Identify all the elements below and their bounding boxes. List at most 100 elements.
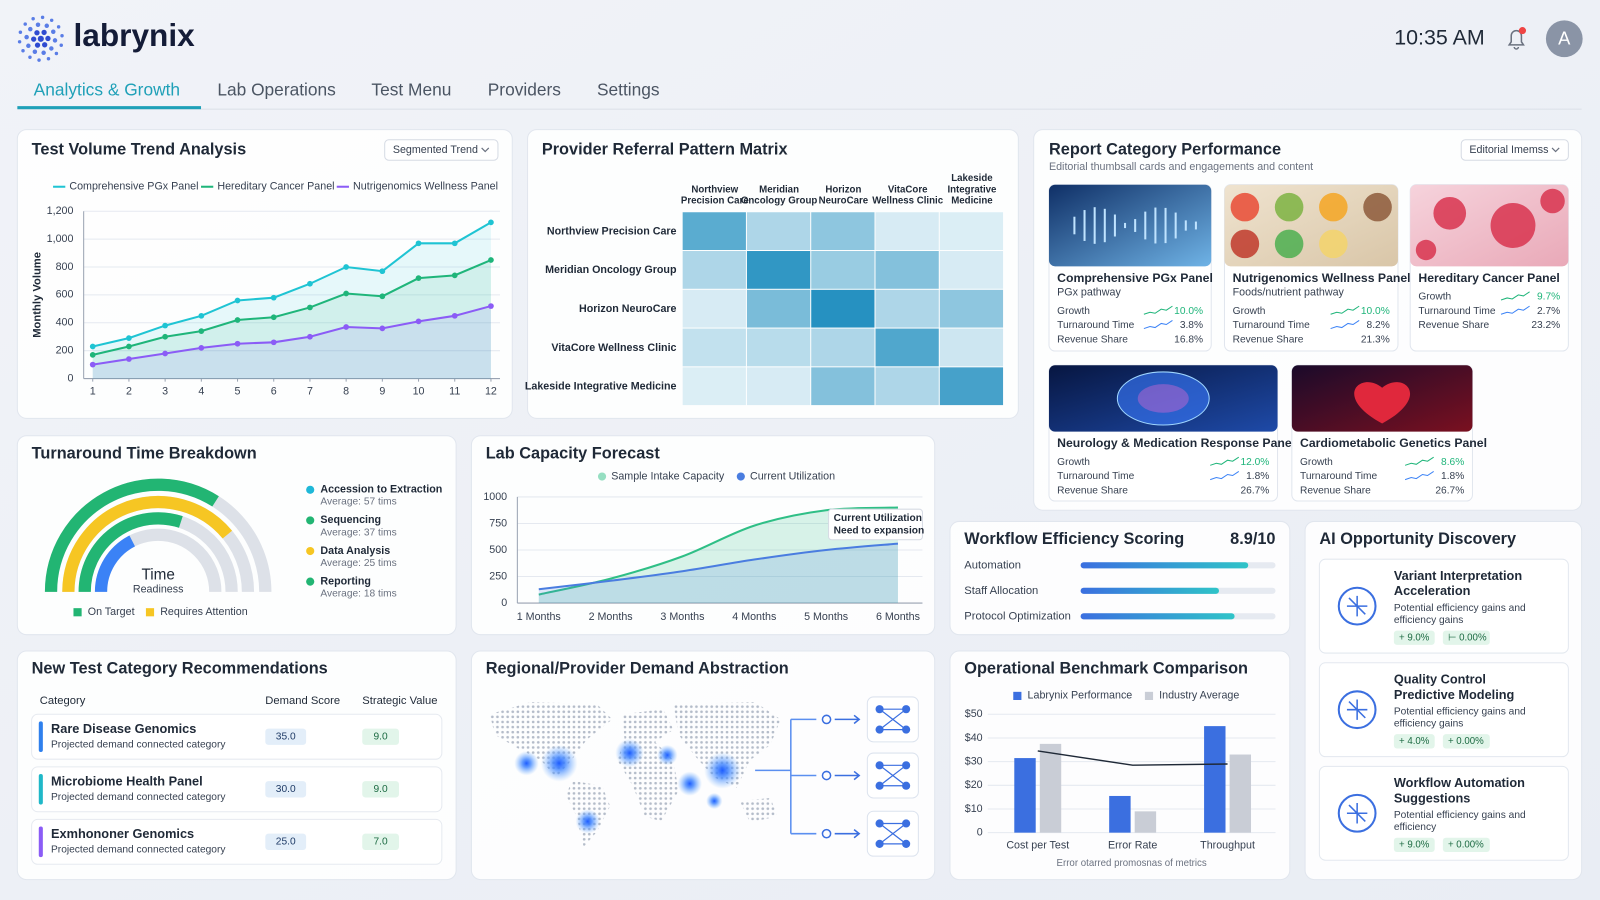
point xyxy=(126,356,132,362)
chip xyxy=(1393,837,1435,853)
logo-dot xyxy=(28,55,32,59)
dropdown-label: Segmented Trend xyxy=(393,144,478,156)
bar xyxy=(1134,811,1157,833)
logo-text: labrynix xyxy=(73,17,195,53)
bar xyxy=(1014,758,1036,833)
legend-swatch xyxy=(597,472,607,481)
logo-dot xyxy=(54,51,59,56)
point xyxy=(415,275,422,282)
metric-value: 23.2% xyxy=(1531,320,1560,331)
point xyxy=(270,294,277,301)
logo-dot xyxy=(18,30,23,35)
demand-hotspot xyxy=(615,738,644,768)
legend-label: Requires Attention xyxy=(160,606,248,618)
x-tick-label: 2 Months xyxy=(589,611,633,623)
chip-label: ⊢ 0.00% xyxy=(1448,632,1487,643)
metric-value: 1.8% xyxy=(1441,471,1464,482)
heatmap-cell xyxy=(811,367,875,406)
metric-label: Revenue Share xyxy=(1418,320,1489,331)
legend-dot xyxy=(306,485,315,494)
image-detail xyxy=(1116,371,1210,426)
card-icon xyxy=(1346,699,1368,720)
metric-value: 8.2% xyxy=(1367,320,1390,331)
chevron xyxy=(481,147,490,153)
annotation-box xyxy=(828,508,923,541)
node-links xyxy=(879,822,907,845)
point xyxy=(198,312,205,319)
image-detail xyxy=(1415,239,1437,261)
strategic-value: 9.0 xyxy=(374,784,388,795)
chip xyxy=(265,728,307,745)
card-desc: Potential efficiency gains and xyxy=(1394,810,1526,821)
logo-dot xyxy=(46,57,51,61)
chip xyxy=(362,781,399,798)
heatmap-cell xyxy=(939,251,1004,289)
connector-node xyxy=(821,828,832,839)
legend-dot xyxy=(306,577,315,586)
metric-label: Growth xyxy=(1057,457,1090,468)
connector xyxy=(755,718,817,835)
heatmap-cell xyxy=(682,328,746,367)
column-label: Meridian xyxy=(759,184,799,195)
card-subtitle: Foods/nutrient pathway xyxy=(1233,287,1345,299)
chip-label: + 0.00% xyxy=(1448,839,1484,850)
connector-node xyxy=(821,770,832,781)
metric-value: 3.8% xyxy=(1180,320,1203,331)
heatmap-cell xyxy=(746,289,811,328)
nav-tab[interactable]: Analytics & Growth xyxy=(34,79,180,99)
row-label: Horizon NeuroCare xyxy=(579,303,677,315)
chip xyxy=(1393,630,1435,645)
heatmap-cell xyxy=(939,212,1004,250)
point xyxy=(270,314,277,321)
card[interactable] xyxy=(1318,662,1569,758)
dropdown xyxy=(1460,139,1569,161)
x-tick-label: 4 xyxy=(198,386,204,398)
row-label: VitaCore Wellness Clinic xyxy=(551,342,676,354)
x-tick-label: 8 xyxy=(343,386,349,398)
point xyxy=(343,324,349,330)
bar xyxy=(1204,726,1226,833)
heatmap-cell xyxy=(939,328,1004,367)
x-tick-label: Cost per Test xyxy=(1006,840,1069,852)
heatmap-cell xyxy=(875,328,939,367)
card[interactable] xyxy=(1318,558,1569,654)
metric-value: 12.0% xyxy=(1240,457,1269,468)
metric-label: Growth xyxy=(1233,306,1266,317)
legend-detail: Average: 18 tims xyxy=(320,589,396,600)
logo-dot xyxy=(17,40,22,44)
metric-label: Revenue Share xyxy=(1057,334,1128,345)
card[interactable] xyxy=(1318,765,1569,861)
image-detail xyxy=(1354,382,1411,424)
logo-dot xyxy=(59,43,63,47)
heatmap-cell xyxy=(875,251,939,289)
nav-tab[interactable]: Lab Operations xyxy=(217,79,336,99)
bar-label: Staff Allocation xyxy=(964,585,1038,597)
nav-tab[interactable]: Providers xyxy=(488,79,562,99)
legend-swatch xyxy=(736,472,745,481)
avatar[interactable] xyxy=(1545,20,1583,58)
logo-dot xyxy=(21,48,25,53)
card-subtitle: PGx pathway xyxy=(1057,287,1121,299)
logo-dot xyxy=(34,42,41,48)
table-header: Demand Score xyxy=(265,695,340,707)
nav-tab[interactable]: Test Menu xyxy=(371,79,451,99)
bell-icon[interactable] xyxy=(1507,29,1525,50)
point xyxy=(89,352,96,358)
demand-hotspot xyxy=(540,744,578,782)
bar-label: Automation xyxy=(964,559,1021,571)
metric-label: Revenue Share xyxy=(1233,334,1304,345)
panel-title: Test Volume Trend Analysis xyxy=(32,140,247,158)
point xyxy=(307,304,313,311)
nav-tab[interactable]: Settings xyxy=(597,79,660,99)
legend-label: Industry Average xyxy=(1159,690,1239,702)
card-desc: efficiency gains xyxy=(1394,719,1463,730)
chip xyxy=(362,833,399,850)
sparkline xyxy=(1404,471,1434,481)
bar-label: Protocol Optimization xyxy=(964,610,1071,622)
logo-dot xyxy=(31,17,35,21)
panel-title: AI Opportunity Discovery xyxy=(1319,530,1516,548)
y-tick-label: 400 xyxy=(56,317,74,329)
bar xyxy=(1080,587,1219,594)
line xyxy=(92,221,492,348)
point xyxy=(379,293,386,300)
